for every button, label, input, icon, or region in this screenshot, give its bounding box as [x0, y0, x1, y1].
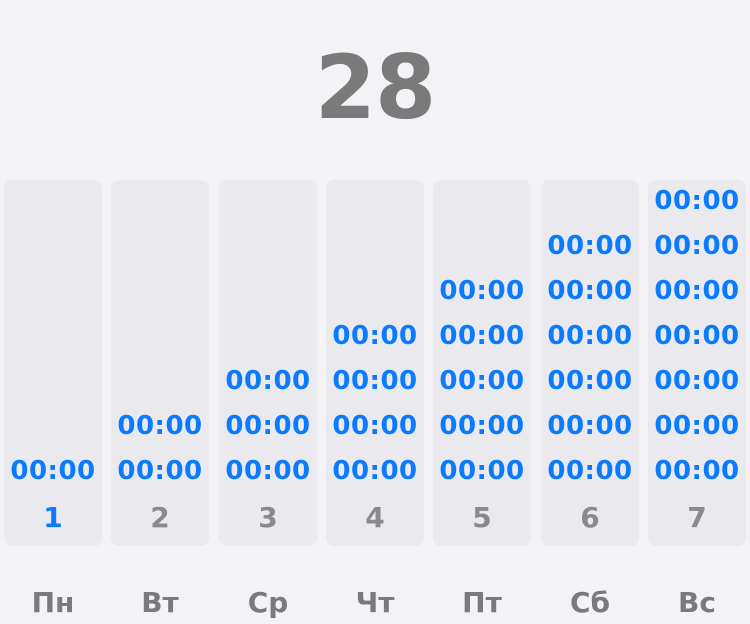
time-list: 00:00 00:00 00:00 00:00 00:00 00:00 00:00	[648, 179, 746, 494]
time-entry[interactable]: 00:00	[439, 366, 525, 396]
day-column-7[interactable]: 00:00 00:00 00:00 00:00 00:00 00:00 00:00 7	[648, 180, 746, 546]
time-entry[interactable]: 00:00	[547, 411, 633, 441]
time-entry[interactable]: 00:00	[547, 231, 633, 261]
day-column-4[interactable]: 00:00 00:00 00:00 00:00 4	[326, 180, 424, 546]
time-entry[interactable]: 00:00	[547, 276, 633, 306]
time-list: 00:00	[4, 449, 102, 494]
time-entry[interactable]: 00:00	[332, 321, 418, 351]
time-entry[interactable]: 00:00	[654, 276, 740, 306]
time-entry[interactable]: 00:00	[332, 366, 418, 396]
time-entry[interactable]: 00:00	[225, 411, 311, 441]
day-number: 7	[687, 501, 707, 534]
day-number: 6	[580, 501, 600, 534]
time-entry[interactable]: 00:00	[10, 456, 96, 486]
time-entry[interactable]: 00:00	[654, 186, 740, 216]
time-entry[interactable]: 00:00	[332, 411, 418, 441]
weekday-label: Пн	[31, 586, 75, 619]
time-entry[interactable]: 00:00	[654, 321, 740, 351]
time-entry[interactable]: 00:00	[654, 411, 740, 441]
day-number: 4	[365, 501, 385, 534]
weekday-label: Пт	[462, 586, 502, 619]
day-column-1[interactable]: 00:00 1	[4, 180, 102, 546]
day-number: 5	[472, 501, 492, 534]
time-list: 00:00 00:00 00:00	[219, 359, 317, 494]
weekday-label: Вт	[141, 586, 179, 619]
day-column-3[interactable]: 00:00 00:00 00:00 3	[219, 180, 317, 546]
weekday-label: Чт	[355, 586, 395, 619]
time-entry[interactable]: 00:00	[547, 456, 633, 486]
weekday-label: Ср	[247, 586, 289, 619]
time-entry[interactable]: 00:00	[547, 366, 633, 396]
time-entry[interactable]: 00:00	[439, 321, 525, 351]
time-entry[interactable]: 00:00	[439, 411, 525, 441]
time-entry[interactable]: 00:00	[547, 321, 633, 351]
day-number: 3	[258, 501, 278, 534]
weekday-label: Вс	[678, 586, 716, 619]
time-entry[interactable]: 00:00	[225, 366, 311, 396]
time-entry[interactable]: 00:00	[439, 276, 525, 306]
time-entry[interactable]: 00:00	[654, 231, 740, 261]
time-list: 00:00 00:00	[111, 404, 209, 494]
time-entry[interactable]: 00:00	[117, 411, 203, 441]
week-columns: 00:00 1 00:00 00:00 2 00:00 00:00 00:00 3 00:00 00…	[4, 180, 746, 546]
day-number: 2	[150, 501, 170, 534]
day-number: 1	[43, 501, 63, 534]
total-count: 28	[314, 36, 436, 139]
weekday-label: Сб	[569, 586, 611, 619]
day-column-2[interactable]: 00:00 00:00 2	[111, 180, 209, 546]
time-entry[interactable]: 00:00	[332, 456, 418, 486]
day-column-6[interactable]: 00:00 00:00 00:00 00:00 00:00 00:00 6	[541, 180, 639, 546]
time-entry[interactable]: 00:00	[439, 456, 525, 486]
time-entry[interactable]: 00:00	[654, 456, 740, 486]
time-entry[interactable]: 00:00	[117, 456, 203, 486]
time-entry[interactable]: 00:00	[225, 456, 311, 486]
day-column-5[interactable]: 00:00 00:00 00:00 00:00 00:00 5	[433, 180, 531, 546]
time-entry[interactable]: 00:00	[654, 366, 740, 396]
time-list: 00:00 00:00 00:00 00:00	[326, 314, 424, 494]
time-list: 00:00 00:00 00:00 00:00 00:00	[433, 269, 531, 494]
time-list: 00:00 00:00 00:00 00:00 00:00 00:00	[541, 224, 639, 494]
